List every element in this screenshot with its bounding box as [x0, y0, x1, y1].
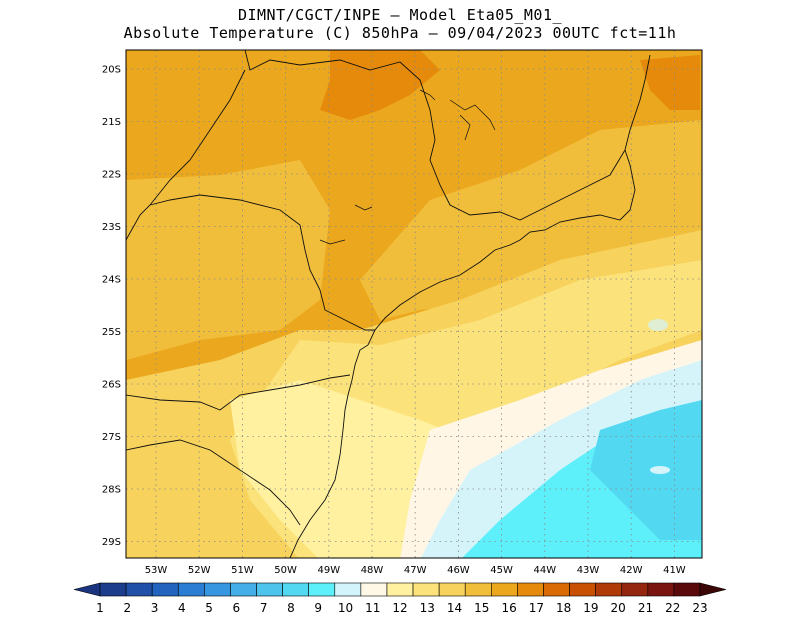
colorbar-label: 3 — [151, 601, 159, 615]
colorbar-label: 20 — [611, 601, 626, 615]
colorbar-under-arrow — [73, 582, 101, 597]
colorbar-label: 17 — [529, 601, 544, 615]
colorbar-label: 23 — [692, 601, 707, 615]
longitude-label: 50W — [274, 565, 297, 576]
colorbar-label: 14 — [447, 601, 462, 615]
colorbar-label: 8 — [287, 601, 295, 615]
colorbar-swatch — [569, 582, 596, 597]
colorbar-label: 2 — [123, 601, 131, 615]
latitude-label: 27S — [102, 432, 121, 443]
colorbar-swatch — [230, 582, 257, 597]
map-title-line-1: DIMNT/CGCT/INPE – Model Eta05_M01_ — [237, 6, 563, 24]
colorbar-label: 21 — [638, 601, 653, 615]
state-border-sp-mg — [244, 50, 626, 221]
colorbar-label: 15 — [474, 601, 489, 615]
longitude-label: 43W — [577, 565, 600, 576]
longitude-labels: 53W 52W 51W 50W 49W 48W 47W 46W 45W 44W 43W 42W 41W — [145, 565, 686, 576]
field-cyan-spot — [650, 466, 670, 474]
graticule — [126, 50, 702, 558]
map-title-line-2: Absolute Temperature (C) 850hPa – 09/04/… — [123, 24, 677, 42]
colorbar-swatch — [151, 582, 179, 597]
state-border-ms — [126, 69, 246, 241]
coastline-and-borders — [126, 50, 651, 558]
state-border-pr-sc — [126, 374, 351, 411]
longitude-label: 52W — [188, 565, 211, 576]
latitude-label: 23S — [102, 222, 121, 233]
colorbar-swatch — [360, 582, 388, 597]
colorbar-over-arrow — [699, 582, 727, 597]
colorbar-label: 12 — [392, 601, 407, 615]
colorbar-label: 19 — [583, 601, 598, 615]
longitude-label: 48W — [361, 565, 384, 576]
colorbar-label: 7 — [260, 601, 268, 615]
colorbar-label: 1 — [96, 601, 104, 615]
latitude-label: 29S — [102, 537, 121, 548]
field-hot-core — [320, 50, 440, 120]
longitude-label: 53W — [145, 565, 168, 576]
colorbar-swatch — [177, 582, 205, 597]
coastline — [289, 54, 651, 558]
colorbar-label: 6 — [233, 601, 241, 615]
colorbar-swatch — [334, 582, 362, 597]
colorbar-swatch — [464, 582, 492, 597]
field-coastal-band — [360, 120, 702, 320]
latitude-label: 24S — [102, 275, 121, 286]
colorbar-swatch — [308, 582, 336, 597]
plot-frame — [125, 49, 703, 559]
colorbar-label: 5 — [205, 601, 213, 615]
longitude-label: 42W — [620, 565, 643, 576]
colorbar-label: 9 — [314, 601, 322, 615]
colorbar-label: 10 — [338, 601, 353, 615]
colorbar-swatch — [543, 582, 570, 597]
latitude-label: 25S — [102, 327, 121, 338]
latitude-label: 20S — [102, 65, 121, 76]
state-border-sc-rs — [126, 439, 301, 526]
temperature-field — [126, 50, 702, 558]
colorbar-swatch — [256, 582, 283, 597]
colorbar-swatch — [673, 582, 701, 597]
reservoir-outlines — [319, 89, 496, 245]
colorbar-swatch — [491, 582, 518, 597]
longitude-label: 41W — [663, 565, 686, 576]
longitude-label: 44W — [533, 565, 556, 576]
colorbar-swatch — [125, 582, 153, 597]
colorbar-swatch — [386, 582, 414, 597]
colorbar-swatch — [517, 582, 544, 597]
colorbar-label: 4 — [178, 601, 186, 615]
colorbar-swatch — [282, 582, 309, 597]
colorbar: 1 2 3 4 5 6 7 8 9 10 11 12 13 14 15 16 17 18 19 20 21 22 23 — [73, 582, 727, 615]
colorbar-swatch — [412, 582, 440, 597]
longitude-label: 51W — [231, 565, 254, 576]
colorbar-label: 22 — [665, 601, 680, 615]
field-pale-spot — [648, 319, 668, 331]
colorbar-swatch — [595, 582, 623, 597]
latitude-label: 28S — [102, 485, 121, 496]
colorbar-swatch — [647, 582, 675, 597]
latitude-label: 22S — [102, 170, 121, 181]
colorbar-label: 13 — [420, 601, 435, 615]
latitude-label: 21S — [102, 117, 121, 128]
longitude-label: 49W — [317, 565, 340, 576]
longitude-label: 45W — [490, 565, 513, 576]
latitude-label: 26S — [102, 380, 121, 391]
colorbar-swatch — [99, 582, 127, 597]
longitude-label: 46W — [447, 565, 470, 576]
latitude-labels: 20S 21S 22S 23S 24S 25S 26S 27S 28S 29S — [102, 65, 121, 549]
colorbar-label: 18 — [556, 601, 571, 615]
state-border-sp-pr — [149, 194, 375, 331]
colorbar-swatch — [621, 582, 649, 597]
colorbar-swatch — [438, 582, 466, 597]
colorbar-label: 16 — [501, 601, 516, 615]
colorbar-swatch — [204, 582, 231, 597]
colorbar-label: 11 — [365, 601, 380, 615]
longitude-label: 47W — [404, 565, 427, 576]
